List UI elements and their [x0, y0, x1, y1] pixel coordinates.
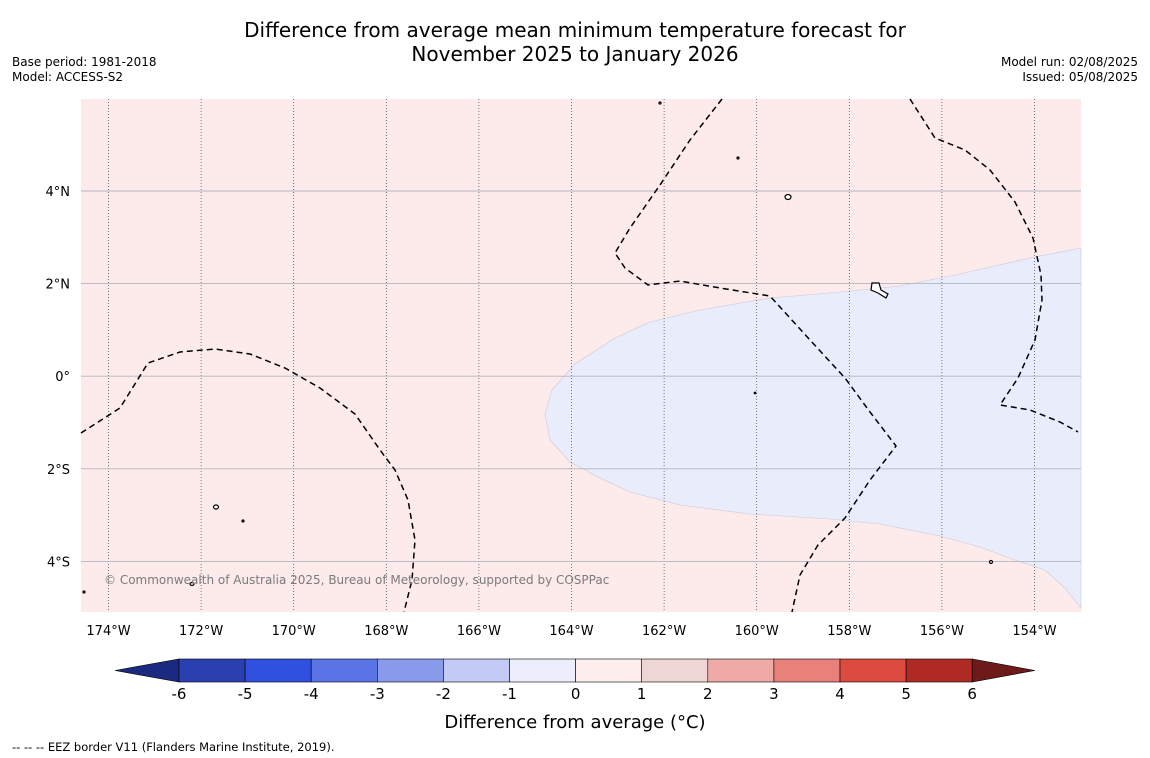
island — [189, 581, 195, 587]
longitude-label: 158°W — [827, 624, 871, 639]
eez-borders — [80, 98, 1079, 613]
island — [212, 504, 220, 510]
copyright-text: © Commonwealth of Australia 2025, Bureau… — [104, 573, 609, 587]
graticule — [81, 99, 1081, 612]
model-run-text: Model run: 02/08/2025 — [1000, 55, 1138, 69]
base-period-text: Base period: 1981-2018 — [12, 55, 157, 69]
longitude-labels: 174°W 172°W 170°W 168°W 166°W 164°W 162°W 160°W… — [86, 624, 1056, 639]
colorbar-tick-label: 1 — [637, 685, 647, 703]
island — [82, 590, 86, 594]
colorbar-segment — [443, 658, 510, 683]
eez-border-central — [614, 98, 897, 613]
colorbar-segment — [178, 658, 246, 683]
longitude-label: 168°W — [364, 624, 408, 639]
longitude-label: 160°W — [735, 624, 779, 639]
colorbar-tick-label: -3 — [370, 685, 385, 703]
latitude-label: 4°S — [47, 555, 70, 570]
island — [736, 156, 740, 160]
colorbar-tick-label: 5 — [901, 685, 911, 703]
longitude-label: 154°W — [1012, 624, 1056, 639]
issued-text: Issued: 05/08/2025 — [1022, 70, 1138, 84]
island — [753, 391, 757, 395]
title-line-1: Difference from average mean minimum tem… — [244, 18, 906, 42]
latitude-label: 0° — [55, 370, 70, 385]
colorbar-tick-label: 3 — [769, 685, 779, 703]
colorbar — [114, 658, 1036, 683]
colorbar-tick-label: -6 — [172, 685, 187, 703]
colorbar-segment — [244, 658, 312, 683]
longitude-label: 166°W — [457, 624, 501, 639]
island — [784, 193, 792, 201]
longitude-label: 172°W — [179, 624, 223, 639]
colorbar-segment — [905, 658, 973, 683]
eez-border-east — [909, 98, 1079, 433]
longitude-label: 164°W — [549, 624, 593, 639]
colorbar-tick-label: -1 — [502, 685, 517, 703]
eez-legend-note: -- -- -- EEZ border V11 (Flanders Marine… — [12, 740, 335, 754]
latitude-label: 4°N — [46, 185, 71, 200]
colorbar-segment — [773, 658, 841, 683]
colorbar-segment — [839, 658, 907, 683]
island — [988, 559, 994, 565]
colorbar-segment — [641, 658, 709, 683]
colorbar-tick-label: 2 — [703, 685, 713, 703]
islands — [82, 101, 994, 594]
colorbar-tick-label: -5 — [238, 685, 253, 703]
title-line-2: November 2025 to January 2026 — [411, 42, 739, 66]
run-info: Model run: 02/08/2025 Issued: 05/08/2025 — [1001, 55, 1138, 85]
colorbar-segment — [376, 658, 444, 683]
longitude-label: 174°W — [86, 624, 130, 639]
latitude-label: 2°S — [47, 463, 70, 478]
cool-anomaly-region — [544, 247, 1082, 609]
longitude-label: 170°W — [272, 624, 316, 639]
model-info: Base period: 1981-2018 Model: ACCESS-S2 — [12, 55, 157, 85]
colorbar-tick-label: 0 — [571, 685, 581, 703]
island — [870, 282, 889, 299]
latitude-labels: 4°N 2°N 0° 2°S 4°S — [46, 185, 71, 570]
island — [658, 101, 662, 105]
colorbar-tick-label: 4 — [835, 685, 845, 703]
colorbar-segment — [310, 658, 378, 683]
colorbar-ticks: -6 -5 -4 -3 -2 -1 0 1 2 3 4 5 6 — [172, 685, 977, 703]
map-title: Difference from average mean minimum tem… — [0, 18, 1150, 66]
eez-border-west — [80, 348, 416, 613]
longitude-label: 156°W — [920, 624, 964, 639]
colorbar-segment — [509, 658, 576, 683]
colorbar-label: Difference from average (°C) — [444, 712, 705, 733]
colorbar-tick-label: 6 — [967, 685, 977, 703]
model-text: Model: ACCESS-S2 — [12, 70, 124, 84]
colorbar-tick-label: -4 — [304, 685, 319, 703]
colorbar-segment — [707, 658, 775, 683]
island — [241, 519, 245, 523]
latitude-label: 2°N — [46, 278, 71, 293]
colorbar-tick-label: -2 — [436, 685, 451, 703]
longitude-label: 162°W — [642, 624, 686, 639]
colorbar-segment — [575, 658, 642, 683]
colorbar-extend-high — [971, 658, 1036, 683]
colorbar-extend-low — [114, 658, 180, 683]
